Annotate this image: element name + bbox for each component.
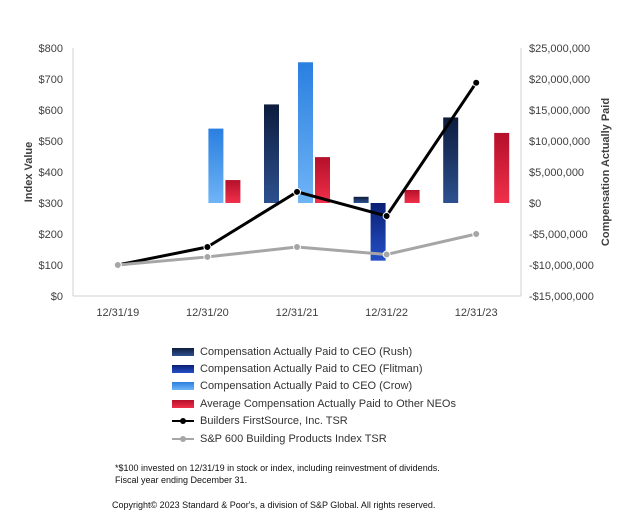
right-tick-label: $0 bbox=[529, 198, 541, 210]
x-tick-label: 12/31/23 bbox=[455, 307, 498, 319]
right-tick-label: -$5,000,000 bbox=[529, 229, 588, 241]
legend-item-rush: Compensation Actually Paid to CEO (Rush) bbox=[172, 343, 456, 360]
line-point-2-1 bbox=[113, 261, 122, 269]
left-tick-label: $200 bbox=[39, 229, 63, 241]
left-tick-label: $800 bbox=[39, 43, 63, 55]
right-tick-label: $5,000,000 bbox=[529, 167, 584, 179]
line-point-2-2 bbox=[203, 252, 212, 261]
legend-label-neos: Average Compensation Actually Paid to Ot… bbox=[200, 397, 456, 410]
line-point-2-3 bbox=[293, 243, 301, 252]
left-tick-label: $500 bbox=[39, 136, 63, 148]
bar-1-12-31-22 bbox=[353, 196, 369, 203]
bar-4-12-31-20 bbox=[225, 180, 241, 203]
line-point-1-4 bbox=[382, 212, 391, 221]
legend: Compensation Actually Paid to CEO (Rush)… bbox=[172, 343, 456, 447]
right-tick-label: -$10,000,000 bbox=[529, 260, 594, 272]
bar-2-12-31-22 bbox=[370, 203, 386, 261]
legend-label-index-tsr: S&P 600 Building Products Index TSR bbox=[200, 432, 387, 445]
x-tick-label: 12/31/22 bbox=[365, 307, 408, 319]
legend-label-bldr-tsr: Builders FirstSource, Inc. TSR bbox=[200, 415, 348, 428]
legend-item-flitman: Compensation Actually Paid to CEO (Flitm… bbox=[172, 360, 456, 377]
left-axis-title: Index Value bbox=[23, 142, 35, 203]
legend-label-rush: Compensation Actually Paid to CEO (Rush) bbox=[200, 345, 413, 358]
legend-line-index-tsr bbox=[172, 435, 194, 443]
left-tick-label: $400 bbox=[39, 167, 63, 179]
legend-item-neos: Average Compensation Actually Paid to Ot… bbox=[172, 395, 456, 412]
legend-item-bldr-tsr: Builders FirstSource, Inc. TSR bbox=[172, 413, 456, 430]
bar-1-12-31-21 bbox=[264, 104, 279, 203]
x-tick-label: 12/31/19 bbox=[96, 307, 139, 319]
bar-1-12-31-23 bbox=[443, 117, 459, 203]
legend-swatch-neos bbox=[172, 399, 194, 408]
line-point-1-5 bbox=[472, 78, 481, 87]
bar-layer bbox=[208, 62, 510, 261]
bar-4-12-31-22 bbox=[404, 189, 420, 203]
footnote-investment: *$100 invested on 12/31/19 in stock or i… bbox=[115, 463, 440, 473]
line-point-1-3 bbox=[293, 187, 301, 196]
x-tick-label: 12/31/21 bbox=[276, 307, 319, 319]
left-tick-label: $100 bbox=[39, 260, 63, 272]
line-point-2-4 bbox=[382, 250, 391, 259]
chart: $0 $100 $200 $300 $400 $500 $600 $700 $800 -$15,0… bbox=[23, 43, 612, 319]
legend-item-index-tsr: S&P 600 Building Products Index TSR bbox=[172, 430, 456, 447]
left-tick-label: $0 bbox=[51, 291, 63, 303]
right-axis-title: Compensation Actually Paid bbox=[600, 98, 612, 246]
line-point-2-5 bbox=[472, 230, 481, 238]
right-tick-label: -$15,000,000 bbox=[529, 291, 594, 303]
copyright-text: Copyright© 2023 Standard & Poor's, a div… bbox=[112, 500, 436, 510]
right-tick-label: $20,000,000 bbox=[529, 74, 590, 86]
right-tick-label: $15,000,000 bbox=[529, 105, 590, 117]
legend-item-crow: Compensation Actually Paid to CEO (Crow) bbox=[172, 378, 456, 395]
legend-line-bldr-tsr bbox=[172, 417, 194, 425]
left-tick-label: $600 bbox=[39, 105, 63, 117]
left-tick-label: $700 bbox=[39, 74, 63, 86]
legend-swatch-flitman bbox=[172, 365, 194, 374]
axes-layer: $0 $100 $200 $300 $400 $500 $600 $700 $800 -$15,0… bbox=[39, 43, 594, 319]
footnotes: *$100 invested on 12/31/19 in stock or i… bbox=[115, 462, 440, 486]
bar-3-12-31-20 bbox=[208, 128, 224, 203]
footnote-fiscal-year: Fiscal year ending December 31. bbox=[115, 475, 248, 485]
legend-label-flitman: Compensation Actually Paid to CEO (Flitm… bbox=[200, 363, 423, 376]
bar-3-12-31-21 bbox=[298, 62, 313, 204]
x-tick-label: 12/31/20 bbox=[186, 307, 229, 319]
left-tick-label: $300 bbox=[39, 198, 63, 210]
line-point-1-2 bbox=[203, 243, 212, 252]
legend-label-crow: Compensation Actually Paid to CEO (Crow) bbox=[200, 380, 413, 393]
right-tick-label: $10,000,000 bbox=[529, 136, 590, 148]
line-layer bbox=[113, 78, 481, 269]
bar-4-12-31-21 bbox=[315, 157, 330, 203]
legend-swatch-rush bbox=[172, 347, 194, 356]
right-tick-label: $25,000,000 bbox=[529, 43, 590, 55]
line-series-1 bbox=[117, 81, 478, 267]
legend-swatch-crow bbox=[172, 382, 194, 391]
bar-4-12-31-23 bbox=[494, 132, 510, 203]
